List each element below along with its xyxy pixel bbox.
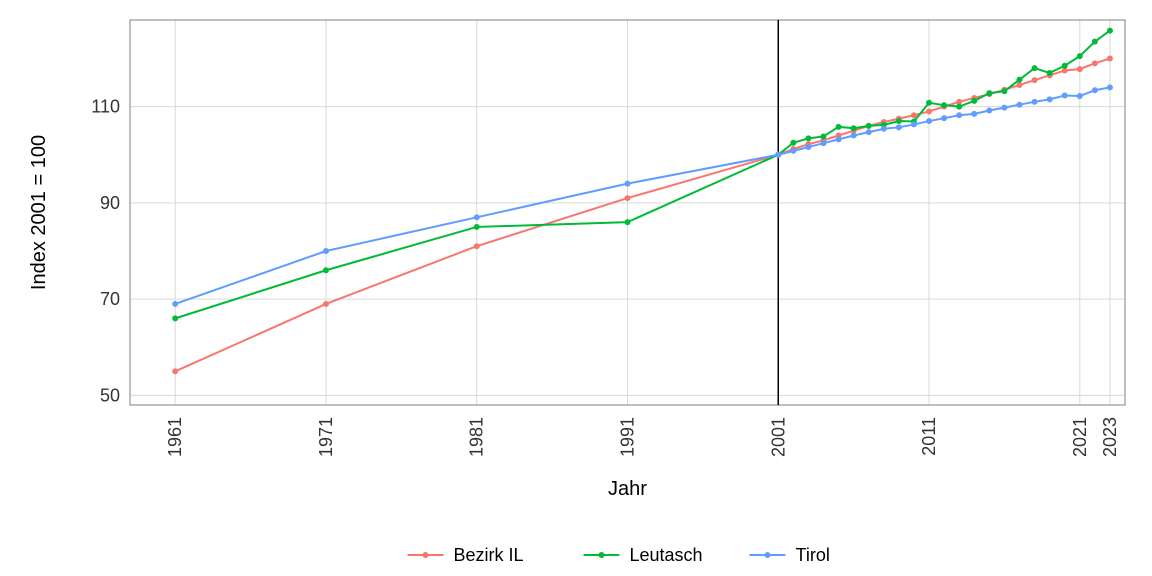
- x-tick-label: 1991: [618, 417, 638, 457]
- series-point: [1047, 70, 1053, 76]
- series-point: [1077, 66, 1083, 72]
- series-point: [625, 181, 631, 187]
- series-point: [851, 125, 857, 131]
- series-point: [1107, 84, 1113, 90]
- x-tick-label: 2021: [1070, 417, 1090, 457]
- y-tick-label: 90: [100, 193, 120, 213]
- series-point: [805, 135, 811, 141]
- series-point: [836, 136, 842, 142]
- y-tick-label: 110: [91, 97, 120, 117]
- legend-label: Bezirk IL: [454, 545, 524, 565]
- series-point: [1001, 88, 1007, 94]
- series-point: [625, 219, 631, 225]
- x-tick-label: 2011: [919, 417, 939, 456]
- series-point: [896, 118, 902, 124]
- series-point: [1016, 77, 1022, 83]
- series-point: [881, 126, 887, 132]
- series-point: [911, 121, 917, 127]
- series-point: [956, 112, 962, 118]
- series-line-tirol: [175, 87, 1110, 304]
- y-tick-label: 50: [100, 385, 120, 405]
- series-point: [1016, 102, 1022, 108]
- series-point: [836, 124, 842, 130]
- series-point: [474, 224, 480, 230]
- series-point: [323, 248, 329, 254]
- series-point: [172, 315, 178, 321]
- series-point: [956, 104, 962, 110]
- series-point: [805, 144, 811, 150]
- series-line-leutasch: [175, 31, 1110, 319]
- series-point: [820, 133, 826, 139]
- x-tick-label: 1971: [316, 417, 336, 457]
- x-tick-label: 1961: [165, 417, 185, 457]
- series-point: [323, 301, 329, 307]
- series-point: [474, 243, 480, 249]
- series-point: [926, 100, 932, 106]
- series-point: [926, 108, 932, 114]
- series-point: [474, 214, 480, 220]
- series-point: [1032, 99, 1038, 105]
- series-point: [986, 90, 992, 96]
- series-point: [1062, 63, 1068, 69]
- series-point: [971, 98, 977, 104]
- series-point: [1077, 93, 1083, 99]
- series-point: [1032, 77, 1038, 83]
- series-point: [1092, 39, 1098, 45]
- series-point: [172, 368, 178, 374]
- series-point: [866, 123, 872, 129]
- x-tick-label: 2023: [1100, 417, 1120, 457]
- series-point: [1107, 28, 1113, 34]
- x-axis-title: Jahr: [608, 478, 647, 500]
- series-point: [1001, 105, 1007, 111]
- series-point: [926, 118, 932, 124]
- series-point: [1107, 56, 1113, 62]
- series-point: [625, 195, 631, 201]
- series-point: [941, 115, 947, 121]
- legend-label: Leutasch: [630, 545, 703, 565]
- series-point: [1047, 96, 1053, 102]
- series-point: [971, 111, 977, 117]
- x-tick-label: 1981: [467, 417, 487, 457]
- series-point: [986, 107, 992, 113]
- legend-marker: [765, 552, 771, 558]
- series-point: [941, 102, 947, 108]
- chart-svg: 1961 1971 1981 1991 2001 2011 2021 2023 50 70 90 11…: [0, 0, 1152, 576]
- y-axis-title: Index 2001 = 100: [28, 135, 50, 290]
- series-point: [820, 140, 826, 146]
- series-point: [1092, 60, 1098, 66]
- series-point: [896, 124, 902, 130]
- y-tick-label: 70: [100, 289, 120, 309]
- series-point: [851, 133, 857, 139]
- legend-label: Tirol: [796, 545, 830, 565]
- x-tick-label: 2001: [768, 417, 788, 457]
- series-point: [775, 152, 781, 158]
- legend-marker: [423, 552, 429, 558]
- series-point: [1092, 87, 1098, 93]
- series-point: [323, 267, 329, 273]
- series-point: [866, 129, 872, 135]
- series-point: [1062, 93, 1068, 99]
- series-point: [790, 140, 796, 146]
- legend-marker: [599, 552, 605, 558]
- series-point: [1016, 82, 1022, 88]
- series-point: [172, 301, 178, 307]
- series-point: [1032, 65, 1038, 71]
- series-point: [1077, 53, 1083, 59]
- population-index-chart: 1961 1971 1981 1991 2001 2011 2021 2023 50 70 90 11…: [0, 0, 1152, 576]
- series-point: [790, 148, 796, 154]
